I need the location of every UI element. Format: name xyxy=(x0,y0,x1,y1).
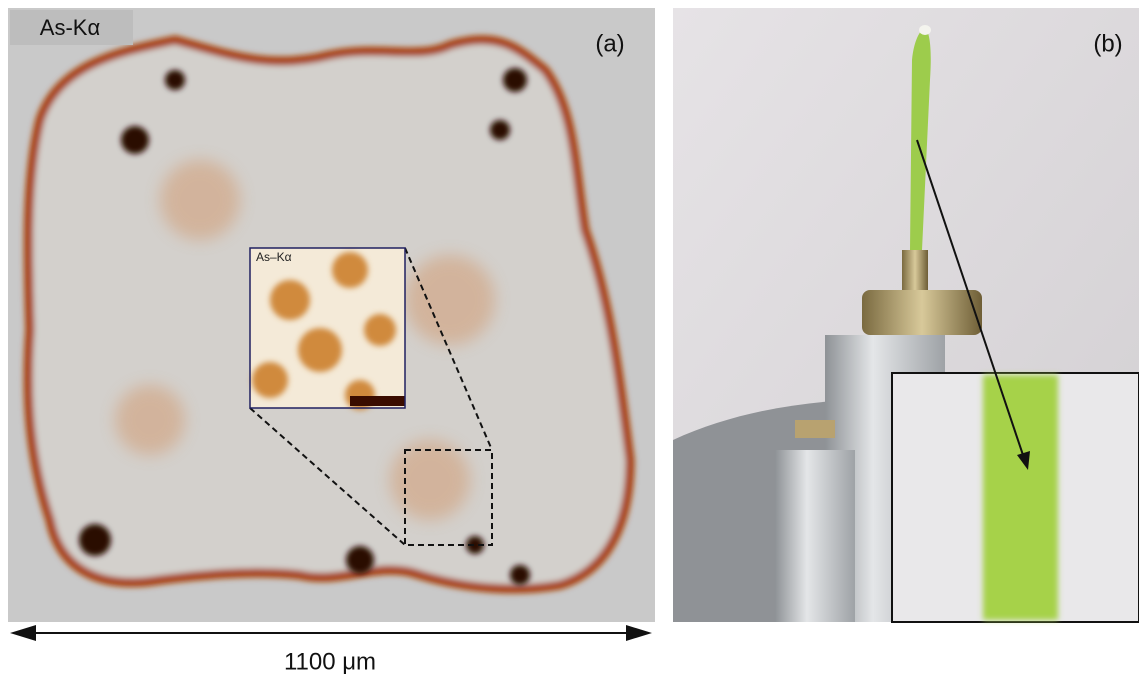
panel-label: (a) xyxy=(595,30,624,57)
page: As-Kα (a) As–Kα 1100 μm xyxy=(0,0,1139,677)
inset-label: As–Kα xyxy=(256,250,292,264)
inset-stem xyxy=(983,375,1058,620)
panel-a: As-Kα (a) As–Kα xyxy=(8,8,655,622)
map-label: As-Kα xyxy=(40,15,101,40)
clamp xyxy=(775,450,855,622)
scale-label: 1100 μm xyxy=(284,648,376,675)
knob xyxy=(862,290,982,335)
scale-bar: 1100 μm xyxy=(10,625,652,675)
panel-label: (b) xyxy=(1093,30,1122,57)
collet xyxy=(902,250,928,290)
inset: As–Kα xyxy=(250,248,405,410)
stem-tip xyxy=(919,25,931,35)
panel-b: (b) xyxy=(673,8,1139,622)
figure: As-Kα (a) As–Kα 1100 μm xyxy=(0,0,1139,677)
screw xyxy=(795,420,835,438)
